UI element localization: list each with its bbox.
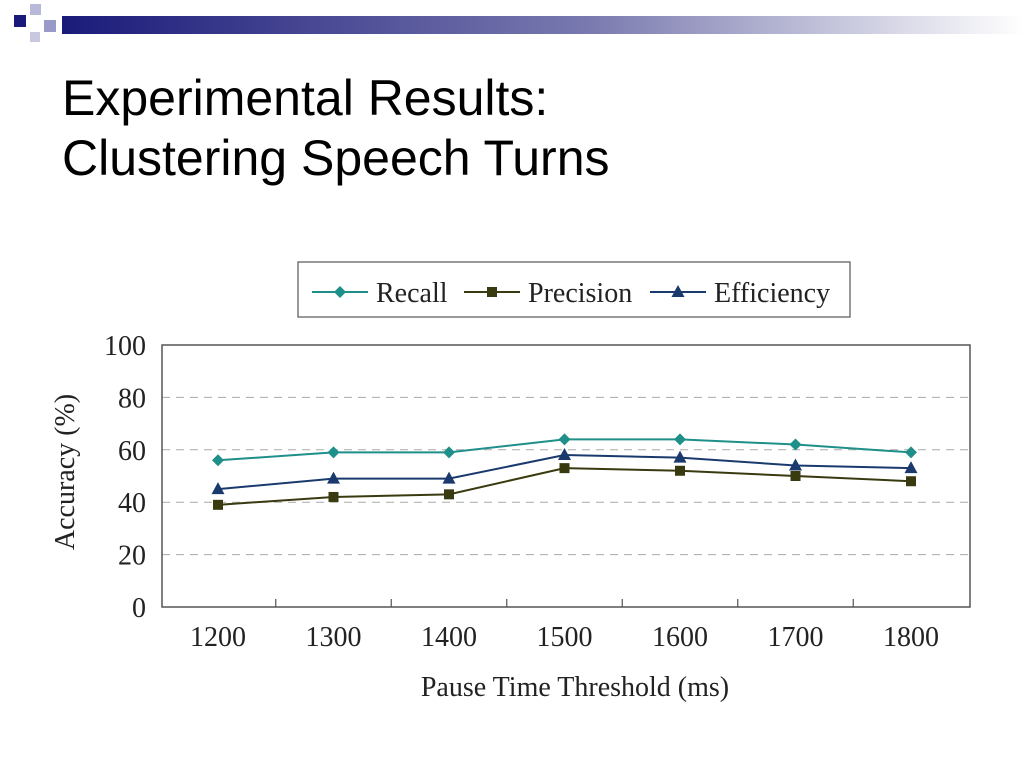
point-efficiency-1600 — [673, 450, 687, 463]
y-tick-label-40: 40 — [118, 488, 146, 519]
y-tick-label-60: 60 — [118, 436, 146, 467]
plot-frame — [161, 344, 971, 608]
point-efficiency-1700 — [789, 458, 802, 471]
series-line-precision — [217, 467, 912, 506]
x-axis-ticks: 1200 1300 1400 1500 1600 1700 1800 — [190, 599, 939, 653]
point-efficiency-1500 — [558, 448, 571, 461]
point-precision-1800 — [906, 476, 916, 487]
y-axis-label: Accuracy (%) — [50, 394, 81, 550]
point-recall-1200 — [212, 454, 224, 467]
grid-lines — [162, 396, 970, 556]
point-recall-1600 — [674, 433, 686, 446]
legend-label-precision: Precision — [528, 278, 632, 309]
point-recall-1700 — [789, 438, 802, 451]
point-precision-1200 — [213, 499, 223, 510]
point-precision-1700 — [790, 471, 801, 481]
point-efficiency-1200 — [211, 482, 225, 495]
x-tick-label-1600: 1600 — [652, 622, 708, 653]
legend-label-recall: Recall — [376, 278, 448, 309]
point-recall-1400 — [443, 446, 455, 459]
series-precision — [213, 463, 916, 510]
point-precision-1400 — [444, 489, 454, 500]
point-efficiency-1300 — [327, 471, 340, 484]
series-recall — [212, 433, 917, 467]
y-tick-label-0: 0 — [132, 593, 146, 624]
point-precision-1500 — [559, 463, 570, 474]
legend-label-efficiency: Efficiency — [714, 278, 830, 309]
legend-marker-recall — [334, 286, 346, 298]
point-recall-1500 — [558, 433, 571, 446]
x-tick-label-1700: 1700 — [768, 622, 824, 653]
x-tick-label-1200: 1200 — [190, 622, 246, 653]
legend-box — [297, 261, 851, 318]
legend-marker-precision — [487, 287, 497, 297]
series-layer — [211, 433, 918, 510]
point-precision-1300 — [328, 491, 339, 502]
legend: Recall Precision Efficiency — [297, 261, 851, 318]
y-tick-label-80: 80 — [118, 383, 146, 414]
y-axis-ticks: 0 20 40 60 80 100 — [104, 331, 146, 624]
x-tick-label-1300: 1300 — [306, 622, 362, 653]
slide-header-decoration — [14, 4, 1024, 42]
slide-title: Experimental Results: Clustering Speech … — [62, 68, 610, 188]
point-recall-1800 — [905, 446, 917, 459]
series-efficiency — [211, 448, 918, 495]
point-recall-1300 — [327, 446, 340, 459]
slide-title-line-2: Clustering Speech Turns — [62, 130, 610, 186]
point-efficiency-1400 — [442, 471, 456, 484]
point-precision-1600 — [675, 465, 685, 476]
point-efficiency-1800 — [904, 461, 918, 474]
legend-marker-efficiency — [671, 285, 685, 297]
x-tick-label-1500: 1500 — [537, 622, 593, 653]
y-tick-label-20: 20 — [118, 541, 146, 572]
x-tick-label-1400: 1400 — [421, 622, 477, 653]
y-tick-label-100: 100 — [104, 331, 146, 362]
slide-title-line-1: Experimental Results: — [62, 70, 549, 126]
x-tick-label-1800: 1800 — [883, 622, 939, 653]
x-axis-label: Pause Time Threshold (ms) — [421, 672, 729, 703]
